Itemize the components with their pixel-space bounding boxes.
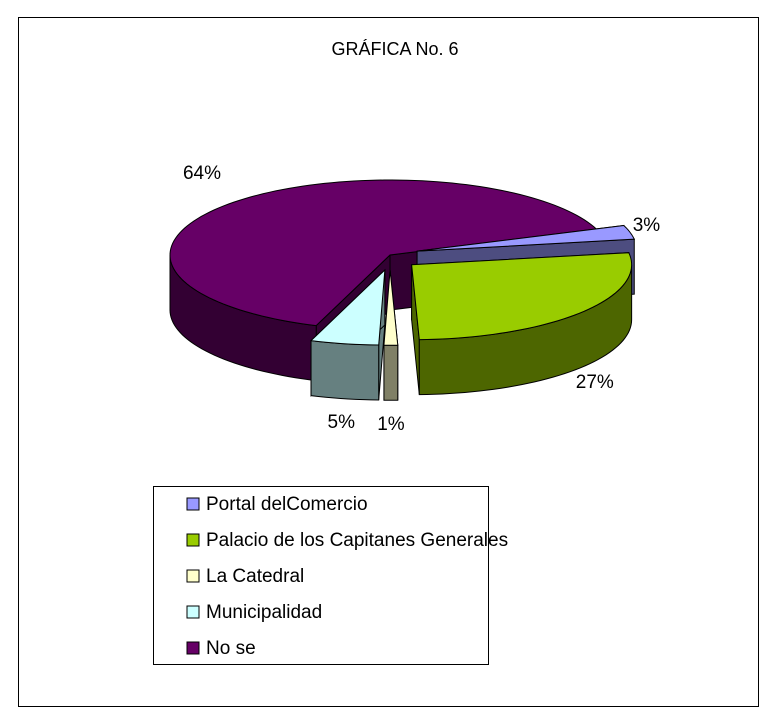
data-label: 3% [633,215,661,236]
legend-swatch [186,641,200,655]
legend-label: La Catedral [206,566,304,587]
legend-box [153,486,489,665]
legend-label: Portal delComercio [206,494,368,515]
legend-label: Palacio de los Capitanes Generales [206,530,508,551]
slice-wall [310,340,380,401]
legend-swatch [186,533,200,547]
legend-label: Municipalidad [206,602,322,623]
data-label: 1% [377,414,405,435]
legend-swatch [186,497,200,511]
slice [411,252,633,341]
data-label: 27% [576,372,614,393]
data-label: 64% [183,163,221,184]
slice-wall [383,344,399,401]
legend-label: No se [206,638,256,659]
data-label: 5% [328,412,356,433]
chart-title: GRÁFICA No. 6 [331,39,458,59]
slice [383,270,399,346]
legend-swatch [186,569,200,583]
slice [417,224,636,252]
slice [309,268,386,346]
slice [169,179,598,327]
legend-swatch [186,605,200,619]
